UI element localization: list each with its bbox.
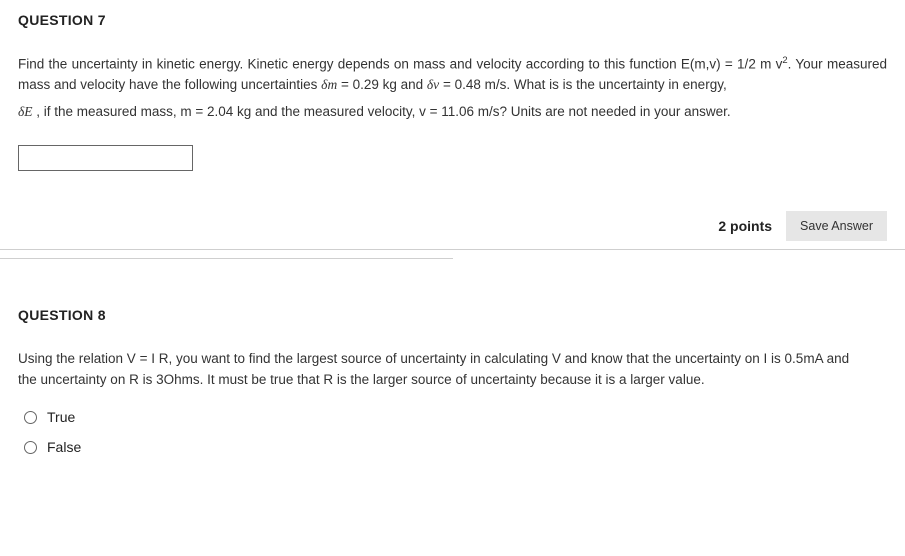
question-8-body: Using the relation V = I R, you want to …: [18, 349, 887, 391]
q8-line-2: the uncertainty on R is 3Ohms. It must b…: [18, 370, 887, 391]
q8-line-1: Using the relation V = I R, you want to …: [18, 349, 887, 370]
q8-false-label: False: [47, 439, 81, 455]
q7-points-bar: 2 points Save Answer: [0, 211, 905, 249]
question-8-title: QUESTION 8: [18, 307, 887, 323]
q7-points-text: 2 points: [718, 218, 772, 234]
radio-icon: [24, 411, 37, 424]
q8-option-true[interactable]: True: [18, 409, 887, 425]
q7-line-2: δE , if the measured mass, m = 2.04 kg a…: [18, 102, 887, 123]
spacer: [0, 250, 905, 258]
q7-text-b-eq: = 0.29 kg and: [337, 77, 427, 92]
q7-answer-input[interactable]: [18, 145, 193, 171]
delta-e-var: δE: [18, 104, 33, 119]
question-7-body: Find the uncertainty in kinetic energy. …: [18, 54, 887, 123]
q8-options: True False: [18, 409, 887, 455]
question-8-block: QUESTION 8 Using the relation V = I R, y…: [0, 259, 905, 455]
question-7-block: QUESTION 7 Find the uncertainty in kinet…: [0, 0, 905, 171]
q7-text-b-end: = 0.48 m/s. What is is the uncertainty i…: [439, 77, 727, 92]
delta-m-var: δm: [321, 77, 337, 92]
q7-text-a-end: . Your: [788, 57, 823, 72]
question-7-title: QUESTION 7: [18, 12, 887, 28]
q7-text-a: Find the uncertainty in kinetic energy. …: [18, 57, 782, 72]
q8-true-label: True: [47, 409, 75, 425]
delta-v-var: δv: [427, 77, 439, 92]
save-answer-button[interactable]: Save Answer: [786, 211, 887, 241]
q7-line-1: Find the uncertainty in kinetic energy. …: [18, 54, 887, 96]
q8-option-false[interactable]: False: [18, 439, 887, 455]
q7-text-c: , if the measured mass, m = 2.04 kg and …: [33, 104, 731, 119]
radio-icon: [24, 441, 37, 454]
